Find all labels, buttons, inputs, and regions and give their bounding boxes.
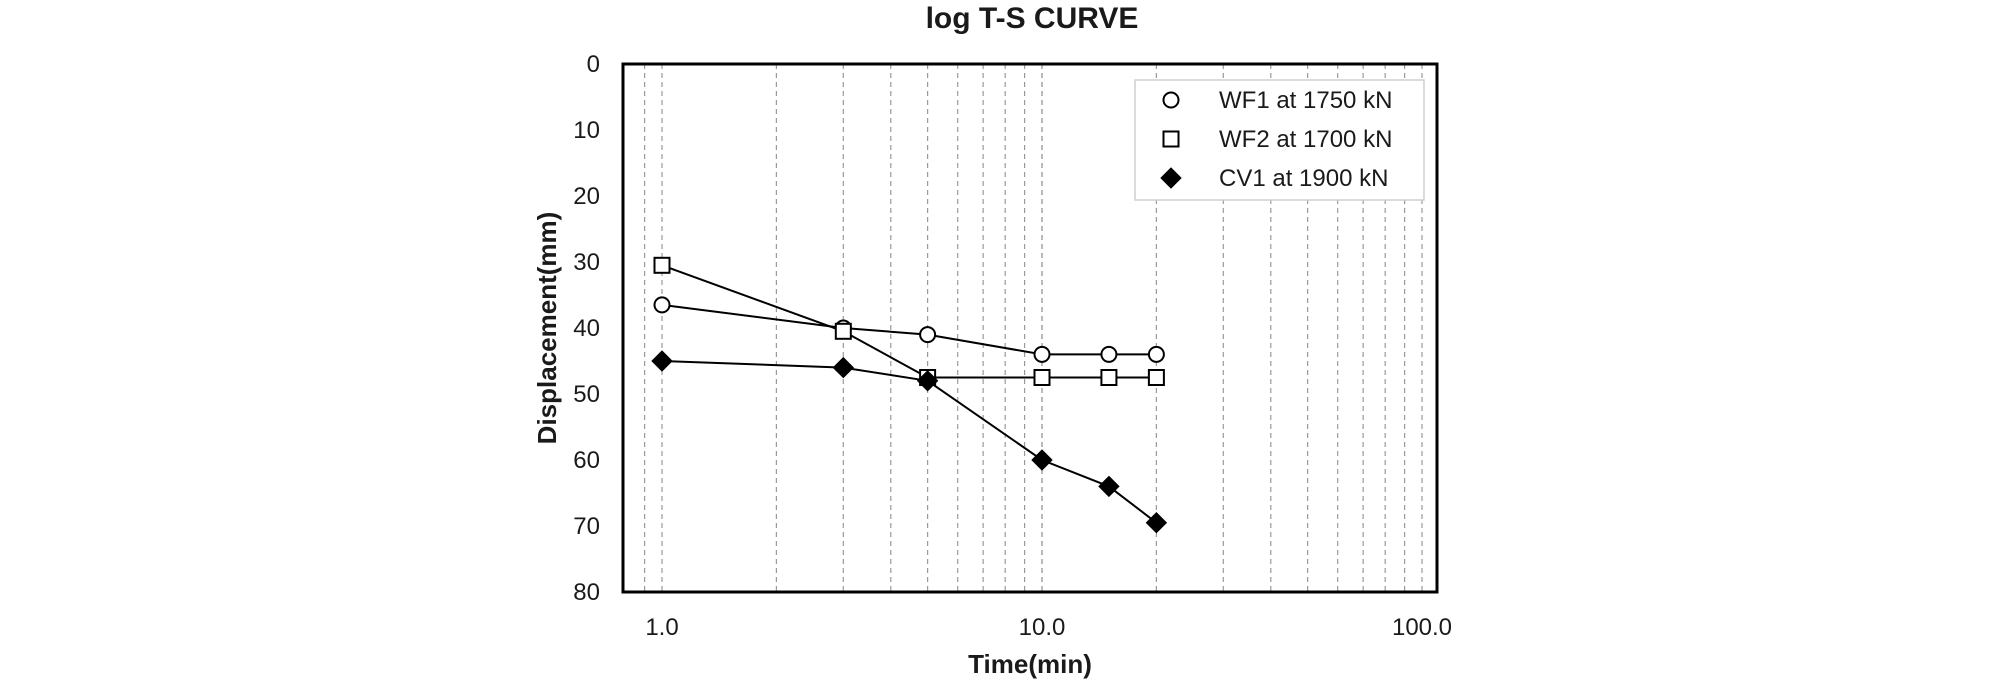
series-line [661, 264, 1157, 379]
data-point [1100, 345, 1118, 363]
data-point [1033, 369, 1051, 386]
y-tick-label: 40 [573, 315, 600, 342]
x-tick-label: 100.0 [1392, 614, 1452, 641]
data-point [916, 370, 939, 392]
legend-label: CV1 at 1900 kN [1219, 165, 1388, 192]
legend-marker [1160, 167, 1182, 189]
y-tick-label: 70 [573, 513, 600, 540]
y-tick-label: 30 [573, 249, 600, 276]
legend-marker [1162, 91, 1180, 109]
legend-items: WF1 at 1750 kN WF2 at 1700 kN CV1 at 1900 … [1160, 87, 1392, 192]
y-tick-label: 80 [573, 579, 600, 606]
series-3 [651, 350, 1168, 534]
legend-item: WF1 at 1750 kN [1162, 87, 1392, 114]
data-point [834, 322, 852, 340]
legend-label: WF2 at 1700 kN [1219, 126, 1392, 153]
legend-box [1134, 79, 1425, 201]
data-point [1033, 345, 1051, 363]
data-point [1098, 475, 1120, 498]
y-axis-ticks: 0 10 20 30 40 50 60 70 80 [573, 51, 600, 606]
data-point [653, 256, 671, 274]
y-tick-label: 60 [573, 447, 600, 474]
legend: WF1 at 1750 kN WF2 at 1700 kN CV1 at 1900 … [1134, 79, 1425, 201]
data-point [651, 350, 673, 372]
y-tick-label: 50 [573, 381, 600, 408]
chart-title: log T-S CURVE [926, 2, 1139, 35]
data-point [653, 296, 671, 314]
legend-item: CV1 at 1900 kN [1160, 165, 1388, 192]
series-2 [653, 256, 1165, 386]
series-1 [653, 296, 1165, 363]
x-tick-label: 1.0 [645, 614, 678, 641]
legend-label: WF1 at 1750 kN [1219, 87, 1392, 114]
grid-layer [644, 64, 1423, 592]
series-line [661, 360, 1157, 524]
data-point [1147, 369, 1165, 386]
y-axis-label: Displacement(mm) [532, 212, 562, 445]
x-axis-label: Time(min) [968, 649, 1092, 679]
series-layer [651, 256, 1168, 534]
data-point [832, 356, 855, 379]
y-tick-label: 0 [587, 51, 600, 78]
legend-marker [1162, 130, 1180, 148]
x-tick-label: 10.0 [1019, 614, 1066, 641]
x-axis-ticks: 1.0 10.0 100.0 [645, 614, 1452, 641]
data-point [1031, 449, 1053, 471]
y-tick-label: 10 [573, 117, 600, 144]
series-line [661, 303, 1157, 356]
data-point [1145, 511, 1168, 534]
plot-frame [621, 62, 1439, 594]
legend-item: WF2 at 1700 kN [1162, 126, 1392, 153]
y-tick-label: 20 [573, 183, 600, 210]
data-point [1147, 345, 1165, 363]
data-point [1100, 369, 1118, 386]
data-point [919, 326, 937, 344]
